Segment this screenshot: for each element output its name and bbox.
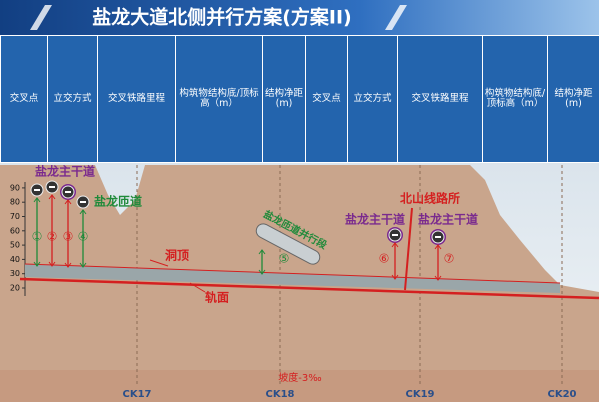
tick-label: 80 bbox=[10, 198, 20, 207]
ground bbox=[0, 165, 599, 372]
crossing-number: ② bbox=[47, 230, 58, 244]
arrow-head bbox=[258, 249, 266, 275]
tick-label: 40 bbox=[10, 255, 20, 264]
header-cell: 交叉铁路里程 bbox=[97, 35, 176, 163]
road-icon bbox=[435, 236, 441, 238]
tunnel-top-line bbox=[24, 263, 561, 284]
header-cell: 立交方式 bbox=[347, 35, 398, 163]
header-cell: 立交方式 bbox=[47, 35, 98, 163]
ramp-label: 盐龙匝道 bbox=[94, 194, 142, 209]
road-icon bbox=[65, 191, 71, 193]
tick-label: 90 bbox=[10, 183, 20, 192]
road-icon bbox=[80, 201, 86, 203]
title: 盐龙大道北侧并行方案(方案II) bbox=[92, 6, 352, 29]
rail-label: 轨面 bbox=[205, 290, 229, 305]
rail-line bbox=[19, 277, 599, 300]
header-cell: 交叉点 bbox=[0, 35, 48, 163]
crossing-number: ④ bbox=[78, 230, 89, 244]
arrow-head bbox=[434, 244, 442, 281]
road-icon bbox=[392, 234, 398, 236]
header-row: 交叉点 立交方式 交叉铁路里程 构筑物结构底/顶标高（m） 结构净距(m) 交叉点 立交方式… bbox=[0, 35, 599, 163]
header-cell: 构筑物结构底/顶标高（m） bbox=[175, 35, 263, 163]
crossing-table: 交叉点 立交方式 交叉铁路里程 构筑物结构底/顶标高（m） 结构净距(m) 交叉点 立交方式… bbox=[0, 35, 599, 163]
tick-label: 30 bbox=[10, 269, 20, 278]
slope-label: 坡度-3‰ bbox=[278, 371, 321, 384]
crossing-number: ⑤ bbox=[279, 252, 290, 266]
station-label: CK20 bbox=[547, 389, 576, 400]
tick-label: 50 bbox=[10, 241, 20, 250]
parallel-structure bbox=[255, 223, 321, 265]
road-label: 盐龙主干道 bbox=[418, 212, 478, 227]
header-cell: 构筑物结构底/顶标高（m） bbox=[482, 35, 548, 163]
tick-label: 20 bbox=[10, 284, 20, 293]
leader bbox=[189, 282, 206, 293]
header-cell: 交叉点 bbox=[305, 35, 348, 163]
arrow-head bbox=[33, 197, 41, 267]
crossing-number: ⑥ bbox=[379, 252, 390, 266]
tunnel-top-label: 洞顶 bbox=[165, 249, 189, 263]
header-cell: 结构净距(m) bbox=[262, 35, 306, 163]
arrow-head bbox=[48, 194, 56, 267]
station-label: CK19 bbox=[405, 389, 434, 400]
station-line bbox=[404, 207, 413, 291]
crossing-number: ① bbox=[32, 230, 43, 244]
leader bbox=[149, 259, 169, 267]
header-cell: 结构净距(m) bbox=[547, 35, 599, 163]
arrow-head bbox=[79, 209, 87, 268]
arrow-head bbox=[391, 242, 399, 280]
station-label: 北山线路所 bbox=[400, 191, 460, 206]
crossing-number: ③ bbox=[63, 230, 74, 244]
title-bar bbox=[0, 0, 599, 35]
road-label: 盐龙主干道 bbox=[345, 212, 405, 227]
base-strip bbox=[0, 370, 599, 402]
station-label: CK18 bbox=[265, 389, 294, 400]
road-icon bbox=[34, 189, 40, 191]
road-label: 盐龙主干道 bbox=[35, 164, 95, 179]
station-label: CK17 bbox=[122, 389, 151, 400]
tick-label: 70 bbox=[10, 212, 20, 221]
header-cell: 交叉铁路里程 bbox=[397, 35, 483, 163]
road-icon bbox=[49, 186, 55, 188]
tunnel bbox=[25, 264, 560, 293]
arrow-head bbox=[64, 199, 72, 268]
crossing-number: ⑦ bbox=[444, 252, 455, 266]
tick-label: 60 bbox=[10, 226, 20, 235]
